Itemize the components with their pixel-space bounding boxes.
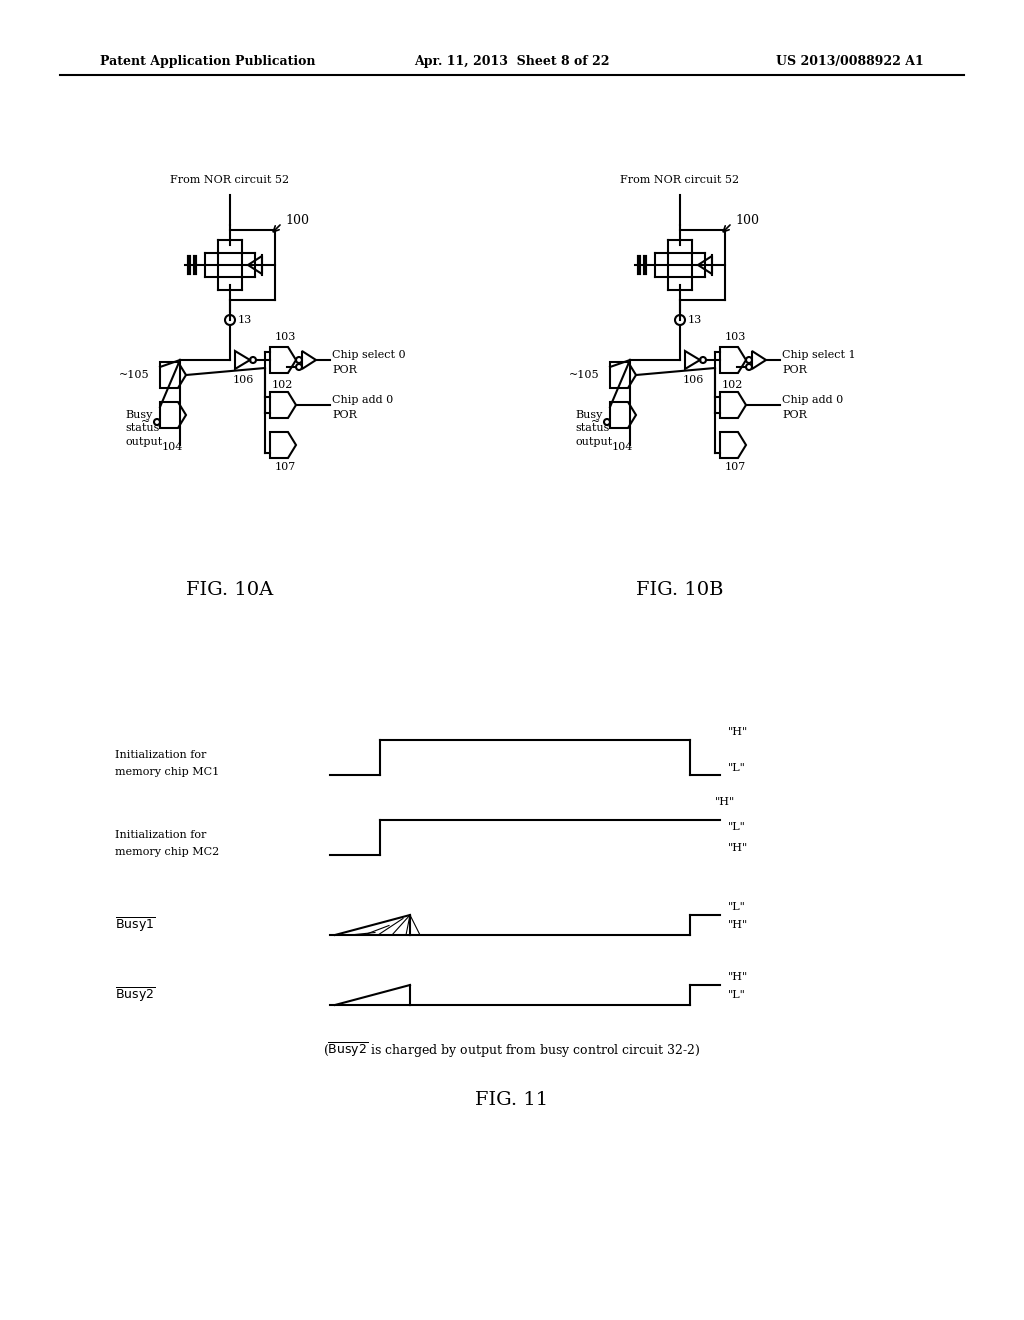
Text: Busy: Busy [575, 411, 602, 420]
Text: 107: 107 [275, 462, 296, 473]
Text: Chip select 0: Chip select 0 [332, 350, 406, 360]
Text: POR: POR [332, 366, 357, 375]
Text: US 2013/0088922 A1: US 2013/0088922 A1 [776, 55, 924, 69]
Text: POR: POR [782, 366, 807, 375]
Text: "H": "H" [715, 797, 735, 807]
Text: output: output [125, 437, 162, 447]
Text: FIG. 10A: FIG. 10A [186, 581, 273, 599]
Text: memory chip MC2: memory chip MC2 [115, 847, 219, 857]
Text: Chip add 0: Chip add 0 [332, 395, 393, 405]
Text: memory chip MC1: memory chip MC1 [115, 767, 219, 777]
Text: "H": "H" [728, 843, 749, 853]
Text: 104: 104 [162, 442, 183, 451]
Text: ~105: ~105 [569, 370, 600, 380]
Text: "H": "H" [728, 972, 749, 982]
Text: 100: 100 [735, 214, 759, 227]
Text: FIG. 11: FIG. 11 [475, 1092, 549, 1109]
Text: Chip select 1: Chip select 1 [782, 350, 856, 360]
Text: 13: 13 [238, 315, 252, 325]
Text: ~105: ~105 [120, 370, 150, 380]
Text: From NOR circuit 52: From NOR circuit 52 [170, 176, 290, 185]
Text: Chip add 0: Chip add 0 [782, 395, 843, 405]
Text: "L": "L" [728, 902, 745, 912]
Text: 100: 100 [285, 214, 309, 227]
Text: 103: 103 [725, 333, 746, 342]
Text: 106: 106 [683, 375, 705, 385]
Text: 102: 102 [272, 380, 293, 389]
Text: Apr. 11, 2013  Sheet 8 of 22: Apr. 11, 2013 Sheet 8 of 22 [415, 55, 609, 69]
Text: $\overline{\mathrm{Busy1}}$: $\overline{\mathrm{Busy1}}$ [115, 916, 156, 935]
Text: status: status [575, 422, 609, 433]
Text: 104: 104 [612, 442, 634, 451]
Text: 13: 13 [688, 315, 702, 325]
Text: ~: ~ [140, 417, 150, 426]
Text: "H": "H" [728, 920, 749, 931]
Text: From NOR circuit 52: From NOR circuit 52 [621, 176, 739, 185]
Text: Initialization for: Initialization for [115, 750, 207, 760]
Text: Busy: Busy [125, 411, 153, 420]
Text: FIG. 10B: FIG. 10B [636, 581, 724, 599]
Text: ~: ~ [591, 417, 600, 426]
Text: POR: POR [782, 411, 807, 420]
Text: POR: POR [332, 411, 357, 420]
Text: "H": "H" [728, 727, 749, 737]
Text: 103: 103 [275, 333, 296, 342]
Text: "L": "L" [728, 990, 745, 1001]
Text: status: status [125, 422, 160, 433]
Text: Initialization for: Initialization for [115, 830, 207, 840]
Text: Patent Application Publication: Patent Application Publication [100, 55, 315, 69]
Text: $\overline{\mathrm{Busy2}}$: $\overline{\mathrm{Busy2}}$ [115, 986, 156, 1005]
Text: "L": "L" [728, 763, 745, 774]
Text: 106: 106 [233, 375, 254, 385]
Text: "L": "L" [728, 822, 745, 832]
Text: 102: 102 [722, 380, 743, 389]
Text: 107: 107 [725, 462, 746, 473]
Text: ($\overline{\mathrm{Busy2}}$ is charged by output from busy control circuit 32-2: ($\overline{\mathrm{Busy2}}$ is charged … [324, 1040, 700, 1060]
Text: output: output [575, 437, 612, 447]
